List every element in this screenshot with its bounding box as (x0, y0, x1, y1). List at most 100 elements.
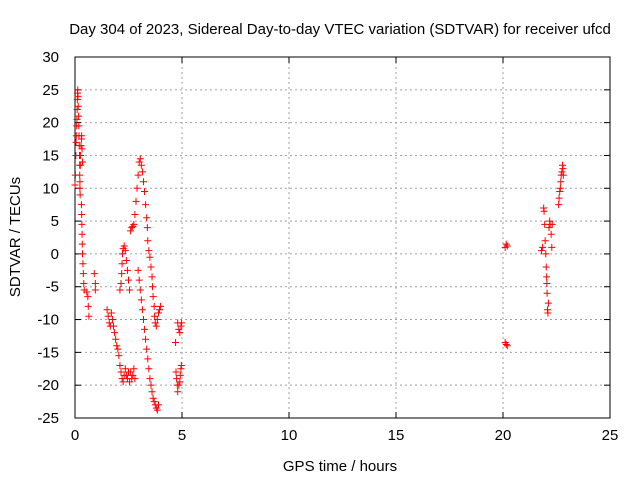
y-tick-label: -10 (37, 312, 59, 329)
data-point (555, 201, 563, 209)
x-axis-label: GPS time / hours (283, 458, 397, 475)
data-point (559, 165, 567, 173)
data-point (146, 253, 154, 261)
data-point (76, 191, 84, 199)
data-point (118, 260, 126, 268)
data-point (125, 276, 132, 284)
data-point (103, 306, 111, 314)
data-point (112, 335, 120, 343)
data-point (503, 242, 511, 250)
data-point (545, 224, 553, 232)
data-point (559, 171, 567, 179)
data-point (137, 296, 145, 304)
data-point (544, 309, 552, 317)
data-point (74, 86, 82, 94)
data-point (177, 322, 185, 330)
data-point (148, 388, 156, 396)
y-tick-label: -20 (37, 377, 59, 394)
data-point (131, 211, 139, 219)
data-point (122, 256, 130, 264)
data-point (539, 243, 547, 251)
data-point (78, 211, 86, 219)
data-point (73, 96, 81, 104)
data-point (126, 286, 134, 294)
data-point (73, 115, 81, 123)
data-point (548, 220, 556, 228)
data-point (145, 247, 153, 255)
data-point (78, 145, 86, 153)
data-point (143, 214, 151, 222)
data-point (78, 240, 86, 248)
y-tick-label: 10 (42, 180, 59, 197)
data-point (502, 340, 510, 348)
data-point (558, 168, 566, 176)
data-point (142, 201, 150, 209)
data-point (141, 325, 149, 333)
data-point (503, 342, 511, 350)
chart-title: Day 304 of 2023, Sidereal Day-to-day VTE… (69, 21, 611, 38)
data-point (174, 388, 182, 396)
data-point (137, 161, 145, 169)
data-point (148, 273, 156, 281)
data-point (178, 319, 186, 327)
data-point (90, 270, 98, 278)
data-point (543, 273, 551, 281)
data-point (79, 260, 87, 268)
data-point (542, 250, 550, 258)
y-tick-label: 0 (51, 246, 59, 263)
data-point (144, 237, 152, 245)
data-point (108, 316, 116, 324)
data-point (79, 270, 87, 278)
data-point (173, 375, 181, 383)
data-point (80, 279, 88, 287)
data-point (538, 247, 546, 255)
data-point (143, 345, 151, 353)
data-point (153, 406, 161, 414)
data-point (111, 329, 119, 337)
data-point (136, 155, 144, 163)
data-point (135, 276, 143, 284)
y-tick-label: 25 (42, 82, 59, 99)
x-tick-label: 15 (388, 427, 405, 444)
data-point (146, 375, 154, 383)
data-point (556, 188, 564, 196)
data-point (150, 398, 158, 406)
data-point (544, 299, 552, 307)
data-point (119, 378, 127, 386)
data-point (172, 339, 180, 347)
data-point (152, 322, 160, 330)
data-point (132, 197, 140, 205)
data-point (543, 279, 551, 287)
data-point (75, 122, 83, 130)
data-point (117, 279, 125, 287)
data-point (134, 266, 142, 274)
data-point (73, 106, 81, 114)
data-point (117, 368, 125, 376)
data-point (105, 319, 113, 327)
data-point (121, 365, 129, 373)
data-point (149, 394, 157, 402)
data-point (147, 263, 155, 271)
data-points (71, 86, 567, 414)
data-point (157, 302, 165, 310)
data-point (84, 293, 92, 301)
data-point (76, 178, 84, 186)
data-point (115, 352, 123, 360)
data-point (141, 188, 149, 196)
data-point (120, 242, 128, 250)
data-point (145, 365, 153, 373)
data-point (110, 322, 118, 330)
data-point (547, 230, 555, 238)
y-tick-label: 30 (42, 49, 59, 66)
data-point (148, 283, 156, 291)
data-point (557, 178, 565, 186)
y-tick-label: 5 (51, 213, 59, 230)
data-point (176, 371, 184, 379)
data-point (78, 132, 86, 140)
data-point (149, 293, 157, 301)
data-point (104, 312, 112, 320)
data-point (150, 302, 158, 310)
data-point (176, 329, 184, 337)
